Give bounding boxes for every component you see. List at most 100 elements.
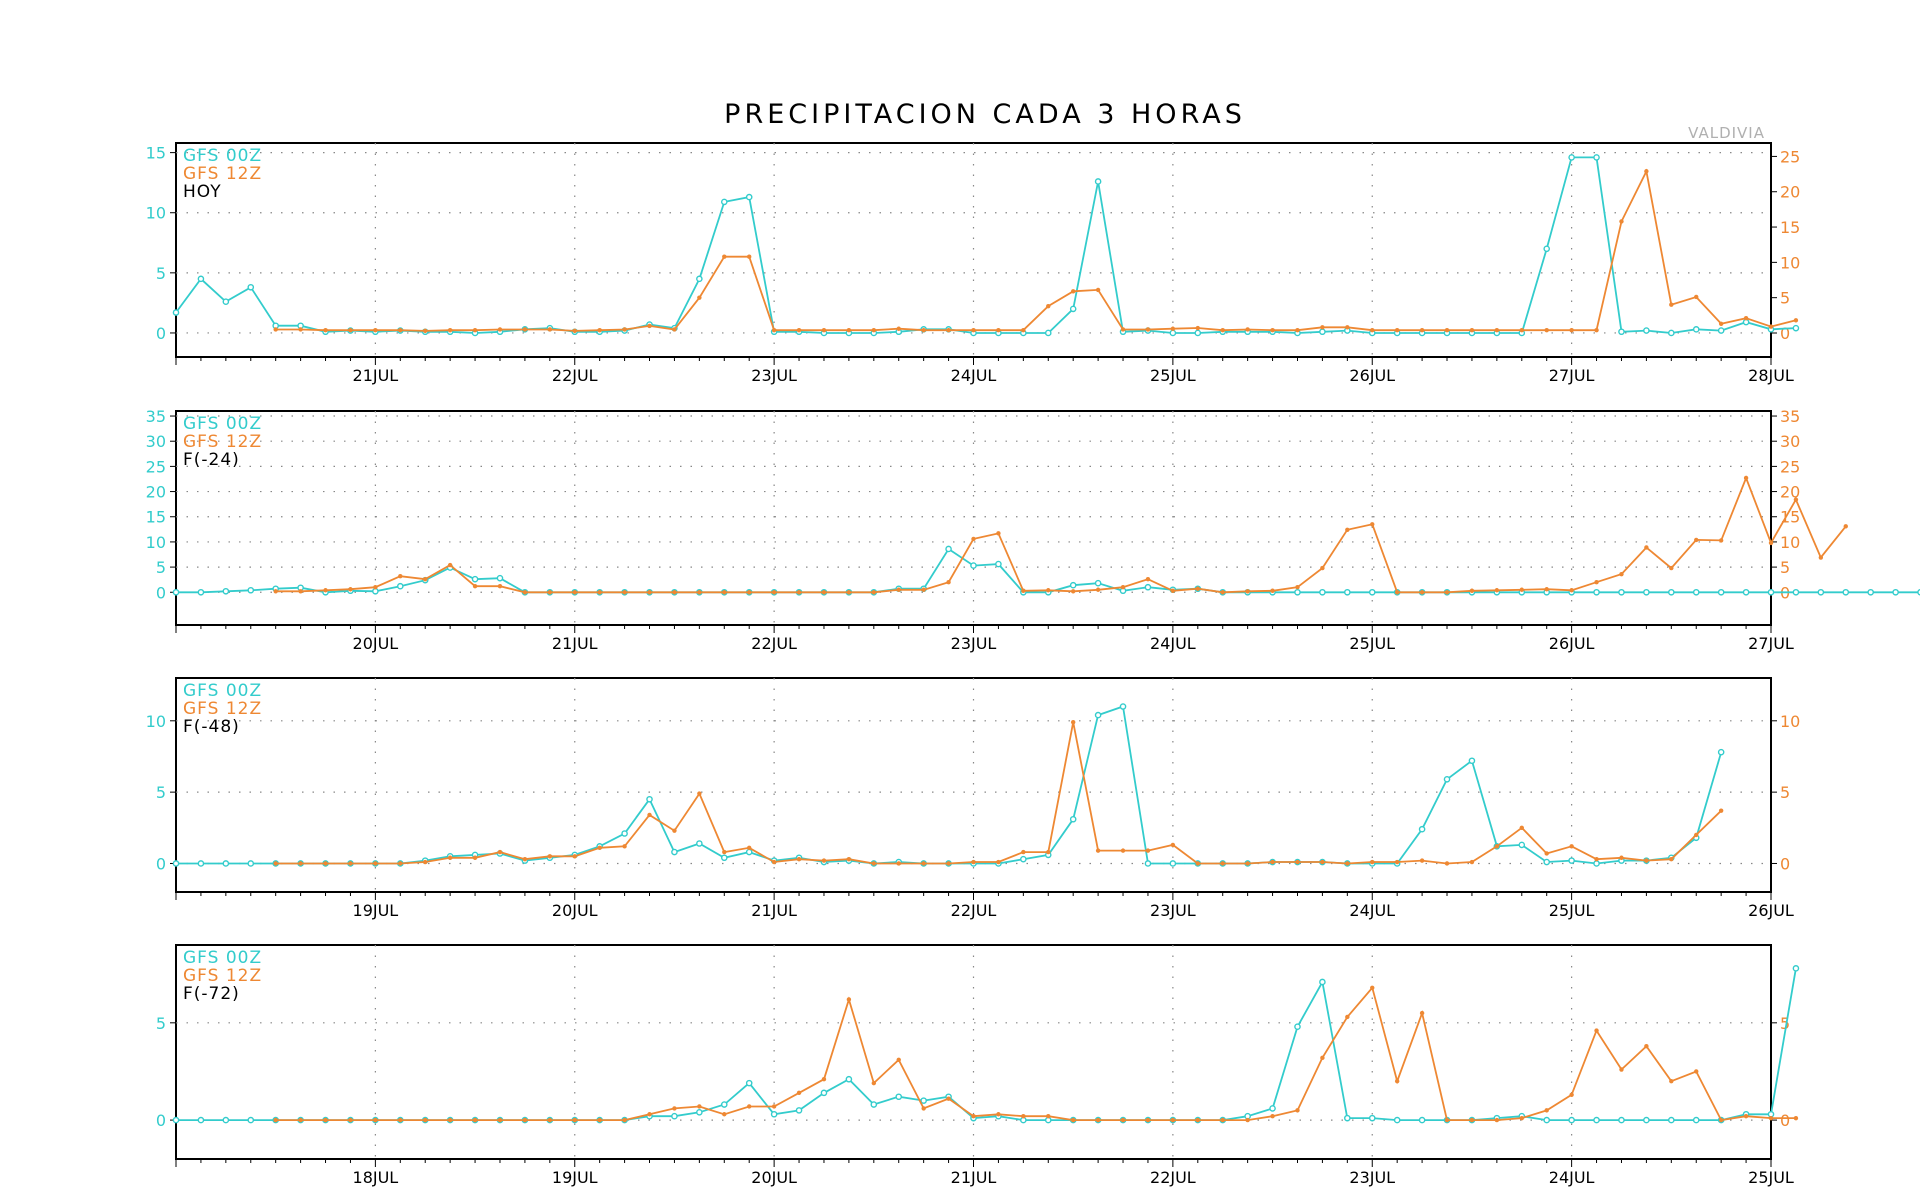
x-tick-label: 23JUL — [751, 366, 797, 385]
data-point-gfs12 — [1495, 1118, 1499, 1122]
data-point-gfs12 — [1221, 328, 1225, 332]
data-point-gfs00 — [971, 563, 976, 568]
data-point-gfs12 — [1470, 860, 1474, 864]
data-point-gfs12 — [747, 846, 751, 850]
data-point-gfs12 — [1819, 555, 1823, 559]
y-left-tick-label: 0 — [156, 583, 166, 602]
data-point-gfs12 — [1121, 1118, 1125, 1122]
chart-svg: PRECIPITACION CADA 3 HORAS VALDIVIA 0510… — [0, 0, 1920, 1200]
data-point-gfs12 — [847, 857, 851, 861]
data-point-gfs12 — [672, 1106, 676, 1110]
data-point-gfs12 — [1619, 572, 1623, 576]
data-point-gfs12 — [473, 1118, 477, 1122]
data-point-gfs12 — [1345, 528, 1349, 532]
legend-gfs00: GFS 00Z — [183, 681, 262, 701]
data-point-gfs12 — [448, 328, 452, 332]
data-point-gfs12 — [273, 327, 277, 331]
data-point-gfs12 — [672, 327, 676, 331]
data-point-gfs00 — [398, 584, 403, 589]
data-point-gfs12 — [1694, 538, 1698, 542]
data-point-gfs12 — [1345, 861, 1349, 865]
data-point-gfs12 — [1420, 590, 1424, 594]
y-left-tick-label: 10 — [146, 712, 166, 731]
data-point-gfs12 — [1719, 538, 1723, 542]
data-point-gfs12 — [448, 563, 452, 567]
data-point-gfs12 — [1096, 288, 1100, 292]
data-point-gfs12 — [1370, 328, 1374, 332]
data-point-gfs12 — [1121, 585, 1125, 589]
data-point-gfs12 — [1071, 720, 1075, 724]
data-point-gfs12 — [298, 861, 302, 865]
data-point-gfs00 — [1096, 581, 1101, 586]
data-point-gfs12 — [348, 1118, 352, 1122]
data-point-gfs12 — [622, 1118, 626, 1122]
x-tick-label: 21JUL — [353, 366, 399, 385]
data-point-gfs12 — [1270, 1114, 1274, 1118]
data-point-gfs12 — [573, 1118, 577, 1122]
legend-gfs00: GFS 00Z — [183, 948, 262, 968]
data-point-gfs12 — [1669, 303, 1673, 307]
data-point-gfs00 — [1195, 330, 1200, 335]
data-point-gfs12 — [672, 828, 676, 832]
data-point-gfs12 — [1545, 328, 1549, 332]
data-point-gfs12 — [672, 590, 676, 594]
panel-label: HOY — [183, 182, 222, 202]
data-point-gfs12 — [722, 590, 726, 594]
data-point-gfs00 — [1594, 861, 1599, 866]
data-point-gfs12 — [498, 1118, 502, 1122]
data-point-gfs12 — [273, 1118, 277, 1122]
data-point-gfs00 — [1320, 329, 1325, 334]
data-point-gfs00 — [1419, 1117, 1424, 1122]
data-point-gfs00 — [1843, 590, 1848, 595]
data-point-gfs12 — [1196, 326, 1200, 330]
data-point-gfs12 — [1719, 1118, 1723, 1122]
y-right-tick-label: 25 — [1780, 457, 1800, 476]
x-tick-label: 21JUL — [552, 634, 598, 653]
data-point-gfs00 — [1071, 583, 1076, 588]
data-point-gfs12 — [946, 861, 950, 865]
data-point-gfs12 — [1669, 1079, 1673, 1083]
data-point-gfs12 — [1171, 1118, 1175, 1122]
data-point-gfs00 — [1320, 979, 1325, 984]
y-left-tick-label: 20 — [146, 483, 166, 502]
y-left-tick-label: 15 — [146, 144, 166, 163]
data-point-gfs12 — [971, 1114, 975, 1118]
data-point-gfs12 — [772, 590, 776, 594]
data-point-gfs00 — [1793, 590, 1798, 595]
x-tick-label: 23JUL — [1150, 901, 1196, 920]
data-point-gfs00 — [1120, 704, 1125, 709]
data-point-gfs12 — [747, 1104, 751, 1108]
data-point-gfs12 — [1470, 1118, 1474, 1122]
data-point-gfs00 — [1619, 329, 1624, 334]
x-tick-label: 25JUL — [1349, 634, 1395, 653]
data-point-gfs12 — [1046, 1114, 1050, 1118]
data-point-gfs12 — [1196, 1118, 1200, 1122]
data-point-gfs12 — [1071, 589, 1075, 593]
data-point-gfs00 — [1669, 1117, 1674, 1122]
data-point-gfs12 — [1096, 848, 1100, 852]
data-point-gfs00 — [1893, 590, 1898, 595]
data-point-gfs12 — [423, 577, 427, 581]
x-tick-label: 25JUL — [1549, 901, 1595, 920]
data-point-gfs00 — [722, 855, 727, 860]
y-right-tick-label: 35 — [1780, 407, 1800, 426]
legend-gfs00: GFS 00Z — [183, 146, 262, 166]
data-point-gfs12 — [1495, 588, 1499, 592]
data-point-gfs12 — [597, 590, 601, 594]
y-right-tick-label: 20 — [1780, 183, 1800, 202]
data-point-gfs12 — [423, 860, 427, 864]
data-point-gfs12 — [323, 1118, 327, 1122]
data-point-gfs12 — [1245, 327, 1249, 331]
data-point-gfs12 — [921, 588, 925, 592]
data-point-gfs12 — [398, 574, 402, 578]
precipitation-chart: PRECIPITACION CADA 3 HORAS VALDIVIA 0 5 10… — [0, 0, 1920, 1200]
data-point-gfs12 — [1395, 1079, 1399, 1083]
data-point-gfs12 — [1420, 328, 1424, 332]
data-point-gfs00 — [1644, 590, 1649, 595]
data-point-gfs00 — [772, 1112, 777, 1117]
data-point-gfs00 — [697, 841, 702, 846]
data-point-gfs00 — [248, 1117, 253, 1122]
data-point-gfs12 — [423, 1118, 427, 1122]
data-point-gfs00 — [1619, 590, 1624, 595]
data-point-gfs00 — [173, 1117, 178, 1122]
